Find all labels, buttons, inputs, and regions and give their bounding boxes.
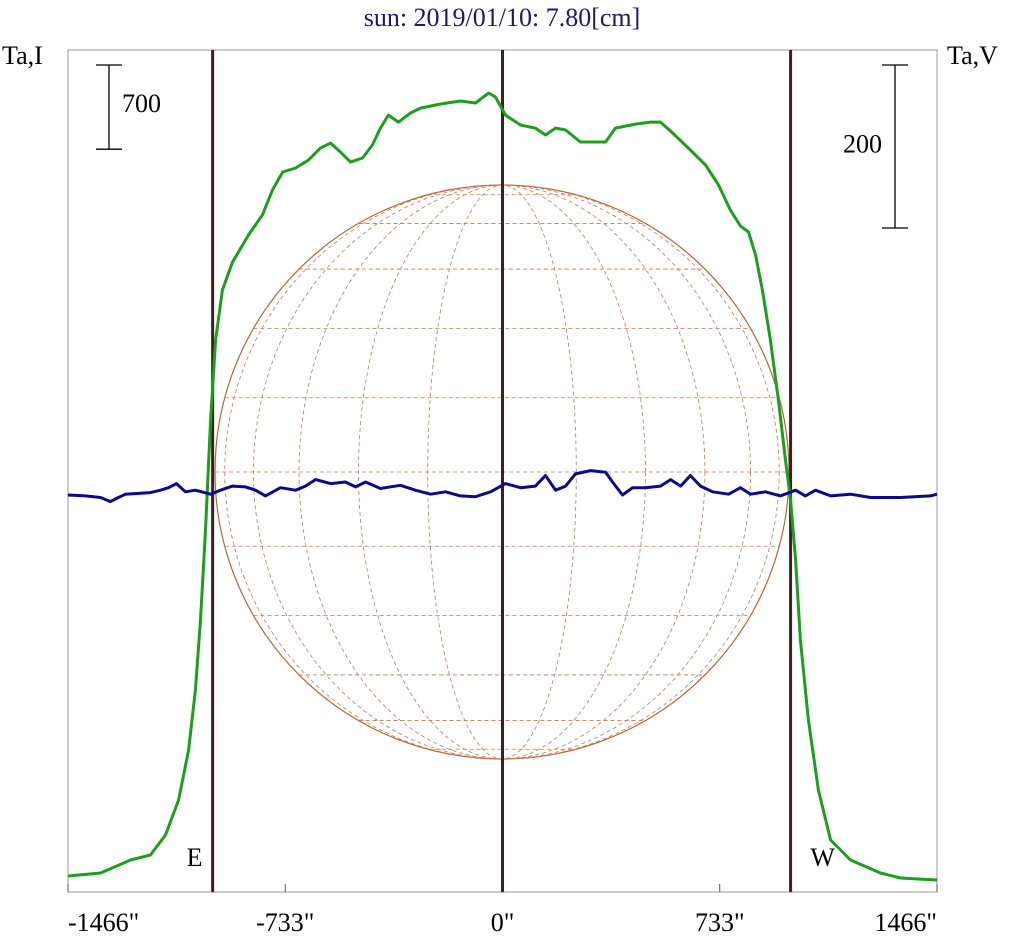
scale-bar-label: 700	[122, 89, 161, 118]
scale-bar-label: 200	[843, 129, 882, 158]
chart-title: sun: 2019/01/10: 7.80[cm]	[364, 3, 641, 32]
x-tick-label: 0"	[491, 908, 515, 937]
x-tick-label: -1466"	[68, 908, 139, 937]
x-tick-label: -733"	[256, 908, 314, 937]
x-tick-label: 1466"	[874, 908, 937, 937]
x-tick-label: 733"	[695, 908, 745, 937]
series-line	[67, 469, 938, 504]
annotation: E	[187, 843, 203, 872]
series-line	[67, 91, 938, 882]
y2-axis-label: Ta,V	[947, 41, 998, 70]
annotation: W	[810, 843, 835, 872]
y-axis-label: Ta,I	[2, 41, 43, 70]
